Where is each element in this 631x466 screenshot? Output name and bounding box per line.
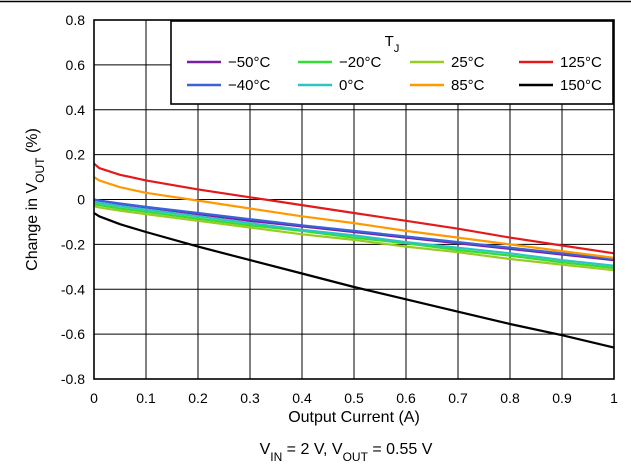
y-tick-label: -0.4: [61, 281, 85, 297]
y-tick-label: 0.8: [66, 12, 86, 28]
y-tick-label: 0.6: [66, 57, 86, 73]
series-line-3: [93, 162, 615, 255]
x-tick-label: 0.2: [188, 390, 208, 406]
x-tick-labels: 0 0.1 0.2 0.3 0.4 0.5 0.6 0.7 0.8 0.9 1: [90, 390, 618, 406]
text-run: (%): [24, 128, 41, 157]
x-tick-label: 0.4: [292, 390, 312, 406]
plot-frame: [93, 19, 615, 380]
y-axis-label: Change in VOUT (%): [24, 128, 47, 271]
series-layer: [93, 162, 615, 349]
y-tick-label: 0.4: [66, 102, 86, 118]
x-tick-label: 0.7: [448, 390, 468, 406]
subscript: OUT: [343, 450, 369, 464]
y-tick-label: 0.2: [66, 147, 86, 163]
legend-label: −20°C: [339, 54, 381, 71]
legend-label: −40°C: [228, 77, 270, 94]
subscript: IN: [270, 450, 282, 464]
y-tick-label: -0.2: [61, 236, 85, 252]
text-run: = 2 V, V: [282, 441, 343, 458]
series-line-7: [93, 212, 615, 349]
subscript: J: [394, 43, 400, 55]
x-tick-label: 1: [610, 390, 618, 406]
subscript: OUT: [33, 157, 47, 183]
y-tick-labels: -0.8 -0.6 -0.4 -0.2 0 0.2 0.4 0.6 0.8: [61, 12, 85, 387]
series-line-4: [93, 198, 615, 261]
x-axis-label: Output Current (A): [288, 409, 420, 426]
legend-label: 150°C: [560, 77, 602, 94]
y-tick-label: -0.8: [61, 371, 85, 387]
legend-items: −50°C −20°C 25°C 125°C −40°C 0°C 85°C 150°C: [187, 54, 602, 94]
legend-label: −50°C: [228, 54, 270, 71]
x-tick-label: 0: [90, 390, 98, 406]
x-tick-label: 0.1: [136, 390, 156, 406]
series-line-5: [93, 200, 615, 267]
text-run: V: [260, 441, 271, 458]
text-run: T: [385, 33, 394, 50]
x-tick-label: 0.8: [500, 390, 520, 406]
legend: TJ −50°C −20°C 25°C 125°C −40°C 0°C 85°C 150°C: [170, 20, 614, 105]
legend-label: 25°C: [451, 54, 485, 71]
x-tick-label: 0.6: [396, 390, 416, 406]
legend-label: 0°C: [339, 77, 364, 94]
series-line-6: [93, 176, 615, 259]
x-tick-label: 0.9: [552, 390, 572, 406]
y-tick-label: -0.6: [61, 326, 85, 342]
text-run: = 0.55 V: [368, 441, 433, 458]
series-line-2: [93, 205, 615, 272]
legend-title: TJ: [385, 33, 400, 55]
x-tick-label: 0.5: [344, 390, 364, 406]
x-tick-label: 0.3: [240, 390, 260, 406]
chart-caption: VIN = 2 V, VOUT = 0.55 V: [260, 441, 433, 464]
y-tick-label: 0: [77, 192, 85, 208]
legend-label: 125°C: [560, 54, 602, 71]
text-run: Change in V: [24, 182, 41, 270]
legend-label: 85°C: [451, 77, 485, 94]
